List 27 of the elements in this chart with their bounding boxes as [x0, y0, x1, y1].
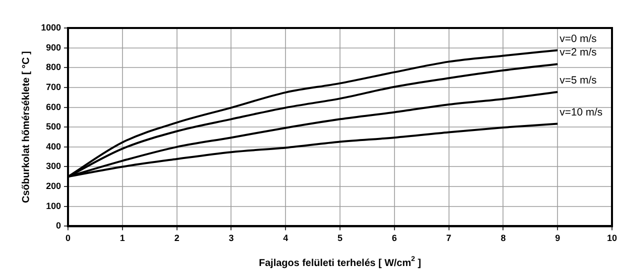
y-tick-label: 500 [46, 122, 62, 132]
x-tick-label: 6 [392, 233, 397, 244]
x-tick-label: 2 [174, 233, 180, 244]
y-axis-title: Csőburkolat hőmérséklete [ °C ] [20, 51, 32, 204]
series-label: v=2 m/s [560, 46, 597, 59]
x-tick-label: 10 [606, 233, 618, 244]
x-tick-label: 5 [338, 233, 343, 244]
x-tick-label: 0 [66, 233, 71, 244]
y-tick-label: 700 [46, 82, 62, 92]
series-label: v=5 m/s [560, 74, 597, 87]
x-tick-label: 9 [555, 233, 560, 244]
x-tick-label: 7 [446, 233, 452, 244]
y-tick-label: 600 [46, 102, 62, 112]
x-tick-label: 4 [283, 233, 288, 244]
x-tick-label: 8 [500, 233, 506, 244]
series-label: v=0 m/s [560, 32, 597, 45]
series-label: v=10 m/s [560, 106, 603, 118]
y-tick-label: 0 [56, 220, 62, 231]
y-tick-label: 400 [46, 141, 62, 152]
y-tick-label: 800 [46, 62, 62, 72]
x-tick-label: 3 [228, 233, 234, 244]
y-tick-label: 100 [46, 200, 62, 211]
y-tick-label: 900 [46, 42, 62, 52]
y-tick-label: 300 [46, 161, 62, 172]
x-tick-label: 1 [120, 233, 125, 244]
y-tick-label: 1000 [40, 22, 62, 32]
y-tick-label: 200 [46, 181, 62, 192]
